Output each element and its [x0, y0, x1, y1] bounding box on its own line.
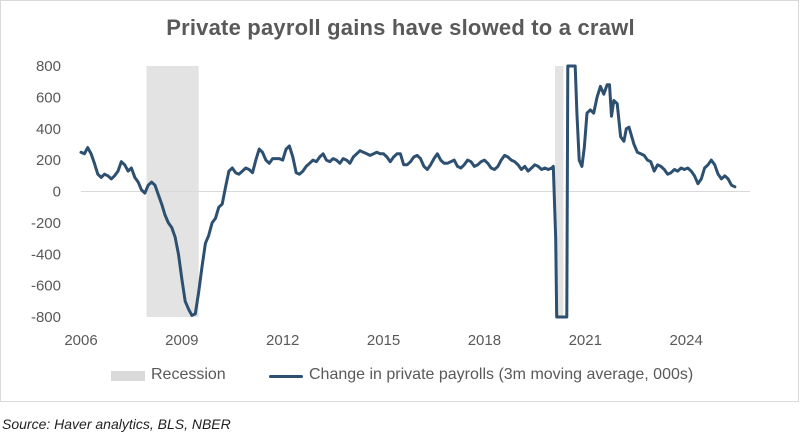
- legend: Recession Change in private payrolls (3m…: [1, 366, 800, 388]
- y-tick-label: 800: [36, 58, 61, 75]
- y-tick-label: 400: [36, 121, 61, 138]
- x-tick-label: 2006: [64, 332, 97, 349]
- source-note: Source: Haver analytics, BLS, NBER: [2, 416, 231, 432]
- legend-recession-swatch: [111, 371, 145, 381]
- x-tick-label: 2021: [569, 332, 602, 349]
- y-tick-label: 600: [36, 89, 61, 106]
- y-tick-label: 0: [53, 184, 61, 201]
- legend-series-swatch: [269, 375, 303, 378]
- y-axis-ticks: 800 600 400 200 0 -200 -400 -600 -800: [31, 58, 61, 326]
- x-tick-label: 2012: [266, 332, 299, 349]
- x-tick-label: 2015: [367, 332, 400, 349]
- series-lines: [79, 64, 737, 319]
- y-tick-label: -400: [31, 246, 61, 263]
- x-tick-label: 2018: [468, 332, 501, 349]
- legend-recession-label: Recession: [151, 366, 226, 383]
- x-axis-ticks: 2006 2009 2012 2015 2018 2021 2024: [64, 332, 703, 349]
- y-tick-label: -800: [31, 309, 61, 326]
- legend-series-label: Change in private payrolls (3m moving av…: [309, 366, 694, 383]
- y-tick-label: -600: [31, 278, 61, 295]
- x-tick-label: 2024: [669, 332, 702, 349]
- x-tick-label: 2009: [165, 332, 198, 349]
- y-tick-label: 200: [36, 152, 61, 169]
- y-tick-label: -200: [31, 215, 61, 232]
- series-line-0: [79, 64, 737, 319]
- chart-title: Private payroll gains have slowed to a c…: [166, 15, 635, 40]
- chart-frame: Private payroll gains have slowed to a c…: [0, 0, 799, 402]
